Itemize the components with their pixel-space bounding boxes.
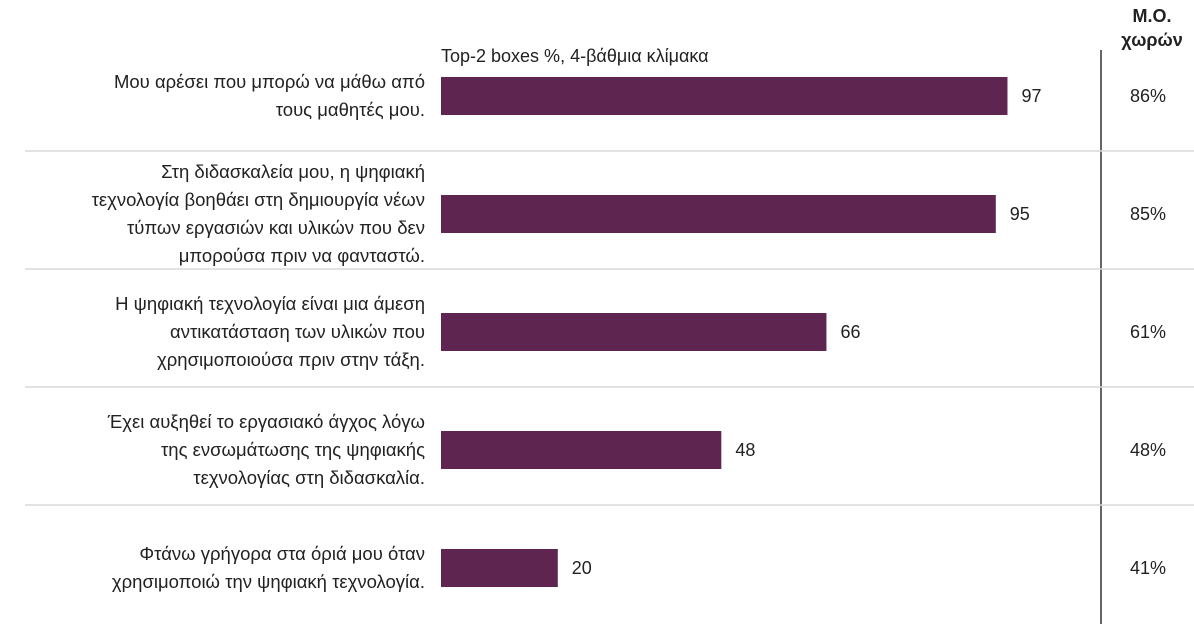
value-label: 97 xyxy=(1021,86,1041,106)
value-label: 20 xyxy=(572,558,592,578)
country-average: 85% xyxy=(1130,204,1166,224)
category-label: Η ψηφιακή τεχνολογία είναι μια άμεση αντ… xyxy=(115,293,425,370)
category-label: Στη διδασκαλεία μου, η ψηφιακή τεχνολογί… xyxy=(91,161,425,266)
bar xyxy=(441,549,558,587)
chart-subtitle: Top-2 boxes %, 4-βάθμια κλίμακα xyxy=(441,46,709,66)
country-average: 48% xyxy=(1130,440,1166,460)
value-label: 48 xyxy=(735,440,755,460)
category-label: Φτάνω γρήγορα στα όριά μου όταν χρησιμοπ… xyxy=(111,543,425,592)
country-average: 41% xyxy=(1130,558,1166,578)
value-label: 95 xyxy=(1010,204,1030,224)
country-average: 61% xyxy=(1130,322,1166,342)
country-average: 86% xyxy=(1130,86,1166,106)
bar xyxy=(441,431,722,469)
category-label: Μου αρέσει που μπορώ να μάθω από τους μα… xyxy=(113,71,425,120)
column-header: Μ.Ο. χωρών xyxy=(1121,6,1183,50)
value-label: 66 xyxy=(840,322,860,342)
category-label: Έχει αυξηθεί το εργασιακό άγχος λόγω της… xyxy=(107,411,425,488)
bar xyxy=(441,195,996,233)
bar xyxy=(441,77,1008,115)
bar xyxy=(441,313,827,351)
